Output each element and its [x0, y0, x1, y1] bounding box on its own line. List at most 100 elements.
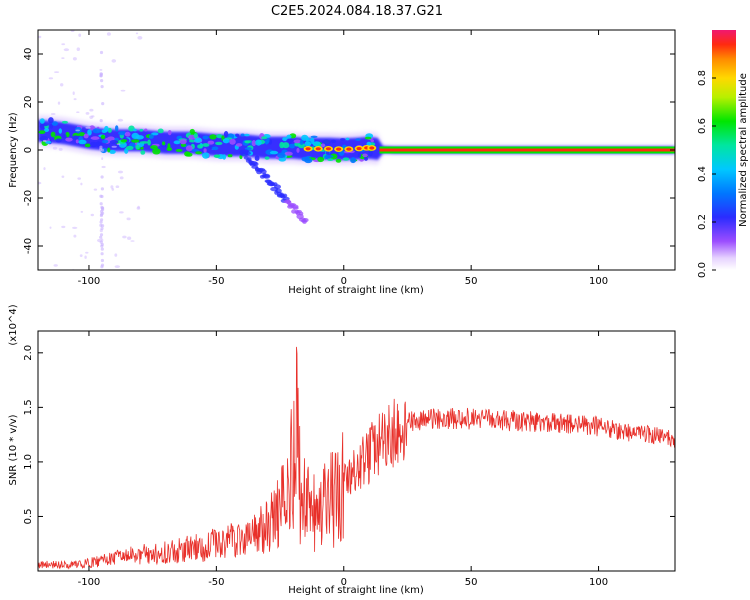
spectrogram-blob [166, 147, 173, 151]
snr-y-tick-label: 2.0 [23, 345, 34, 361]
spectrogram-blob [335, 158, 342, 163]
spectrogram-y-tick-label: 20 [23, 96, 34, 109]
spectrogram-blob [92, 128, 102, 134]
spectrogram-speckle [79, 254, 83, 257]
spectrogram-blob [107, 147, 111, 153]
spectrogram-blob [55, 138, 62, 143]
spectrogram-peak-inner [305, 147, 311, 151]
spectrogram-steady-peak [379, 148, 675, 152]
spectrogram-blob [109, 149, 116, 154]
spectrogram-speckle [73, 234, 77, 238]
spectrogram-peak-inner [315, 147, 321, 151]
spectrogram-blob [322, 139, 331, 145]
spectrogram-blob [167, 130, 172, 136]
spectrogram-blob [325, 151, 330, 155]
spectrogram-peak-inner [336, 147, 342, 151]
spectrogram-speckle [122, 235, 127, 239]
spectrogram-blob [364, 136, 372, 140]
spectrogram-blob [325, 155, 334, 158]
spectrogram-blob [131, 139, 140, 143]
spectrogram-blob [152, 148, 161, 155]
spectrogram-blob [190, 149, 200, 152]
spectrogram-blob [185, 152, 193, 157]
spectrogram-blob [90, 136, 100, 140]
spectrogram-x-tick-label: -100 [78, 276, 101, 287]
spectrogram-blob [87, 129, 92, 136]
spectrogram-blob [131, 132, 140, 139]
spectrogram-speckle [90, 213, 95, 217]
spectrogram-speckle [111, 145, 117, 148]
snr-frame [37, 330, 676, 572]
spectrogram-blob [282, 142, 290, 149]
spectrogram-blob [277, 152, 286, 158]
spectrogram-branch-blob [260, 169, 267, 174]
spectrogram-blob [101, 129, 108, 134]
spectrogram-streak [100, 258, 104, 263]
spectrogram-blob [161, 144, 167, 148]
spectrogram-streak [99, 235, 103, 239]
spectrogram-speckle [101, 165, 106, 169]
colorbar-ticks: 0.0 0.2 0.4 0.6 0.8 [697, 70, 716, 278]
spectrogram-blob [120, 139, 128, 143]
spectrogram-blob [98, 142, 103, 146]
spectrogram-streak [100, 175, 104, 179]
spectrogram-blob [58, 128, 62, 134]
spectrogram-blob [51, 121, 59, 126]
spectrogram-speckle [127, 236, 132, 240]
colorbar-tick-label: 0.4 [697, 166, 708, 182]
spectrogram-streak [100, 242, 104, 247]
spectrogram-speckle [119, 176, 124, 180]
spectrogram-speckle [111, 59, 117, 63]
snr-x-tick-label: -50 [208, 577, 224, 588]
spectrogram-speckle [115, 185, 120, 188]
spectrogram-speckle [85, 112, 90, 115]
spectrogram-blob [286, 134, 292, 139]
spectrogram-streak [100, 252, 104, 256]
spectrogram-blob [189, 128, 195, 135]
spectrogram-blob [235, 143, 243, 147]
spectrogram-streak [100, 206, 104, 210]
spectrogram-speckle [49, 226, 52, 229]
spectrogram-blob [268, 139, 273, 145]
spectrogram-blob [223, 131, 229, 138]
spectrogram-speckle [93, 188, 98, 191]
spectrogram-blob [366, 141, 372, 147]
spectrogram-blob [207, 140, 215, 145]
spectrogram-blob [261, 136, 268, 140]
spectrogram-speckle [130, 240, 135, 242]
spectrogram-blob [278, 157, 287, 162]
spectrogram-branch-blob [302, 218, 309, 223]
spectrogram-blob [310, 135, 318, 138]
spectrogram-blob [90, 141, 98, 148]
spectrogram-blob [329, 153, 338, 160]
spectrogram-blob [49, 123, 54, 129]
spectrogram-blob [139, 141, 149, 144]
spectrogram-blob [39, 135, 49, 142]
spectrogram-blob [175, 148, 183, 152]
spectrogram-blob [179, 138, 187, 145]
spectrogram-blob [107, 127, 112, 133]
spectrogram-speckle [114, 253, 118, 257]
spectrogram-speckle [48, 77, 54, 80]
spectrogram-speckle [61, 225, 66, 229]
snr-x-tick-label: 50 [465, 577, 478, 588]
spectrogram-speckle [42, 139, 47, 143]
spectrogram-blob [251, 140, 257, 147]
spectrogram-blob [39, 118, 45, 124]
spectrogram-speckle [85, 126, 91, 129]
spectrogram-blob [297, 143, 306, 149]
spectrogram-speckle [114, 265, 121, 268]
spectrogram-blob [203, 148, 207, 153]
snr-x-ticks: -100 -50 0 50 100 [78, 331, 608, 588]
colorbar-gradient [712, 30, 736, 270]
spectrogram-blob [124, 131, 131, 137]
spectrogram-speckle [80, 182, 83, 186]
spectrogram-speckle [84, 255, 87, 259]
spectrogram-speckle [106, 32, 111, 36]
spectrogram-streak [99, 209, 104, 214]
spectrogram-streak [99, 202, 103, 206]
spectrogram-blob [40, 123, 49, 127]
spectrogram-blob [289, 143, 296, 149]
spectrogram-speckle [85, 251, 89, 254]
